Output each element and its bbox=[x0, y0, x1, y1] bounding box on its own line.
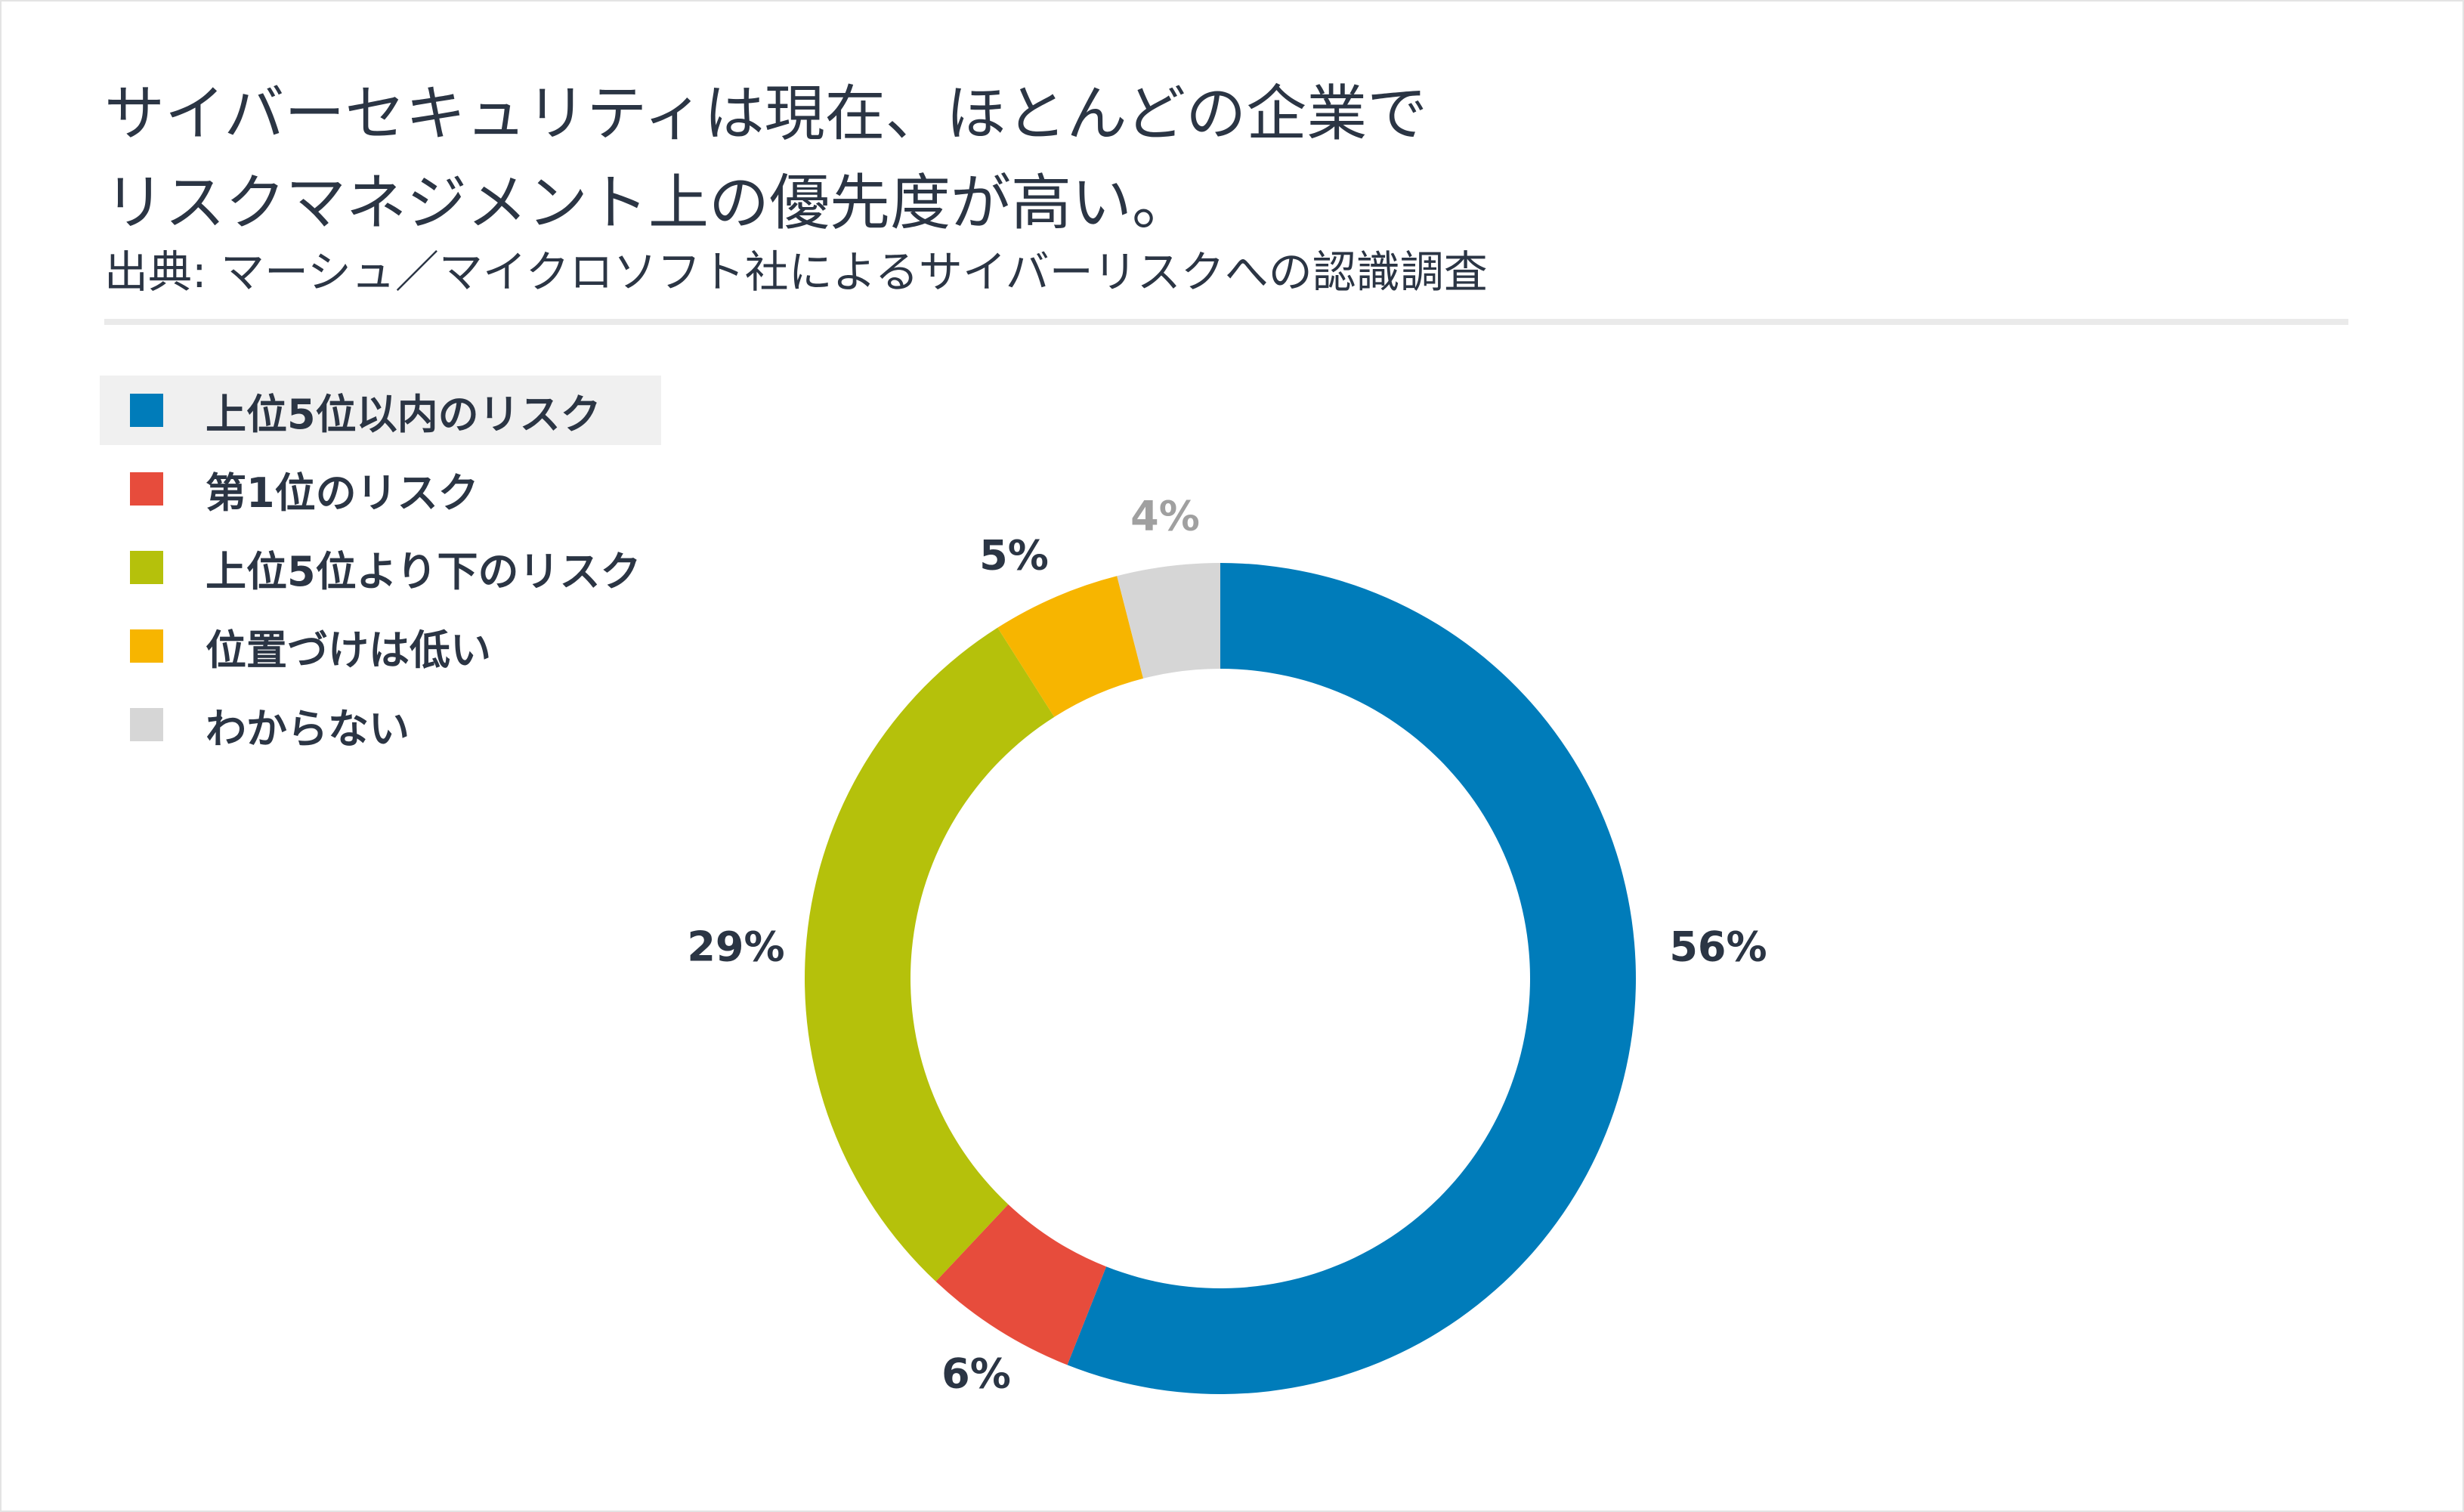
data-label-low: 5% bbox=[979, 532, 1049, 580]
donut-slice-top5[interactable] bbox=[1067, 563, 1636, 1394]
legend-label-top5: 上位5位以内のリスク bbox=[206, 390, 601, 438]
legend-label-first: 第1位のリスク bbox=[206, 468, 479, 517]
legend-swatch-top5 bbox=[130, 394, 163, 427]
donut-slice-low[interactable] bbox=[997, 576, 1144, 717]
data-label-first: 6% bbox=[941, 1350, 1011, 1398]
legend-item-low[interactable]: 位置づけは低い bbox=[100, 611, 661, 681]
donut-slice-unknown[interactable] bbox=[1117, 563, 1220, 679]
chart-title-line-1: サイバーセキュリティは現在、ほとんどの企業で bbox=[104, 79, 1428, 149]
legend: 上位5位以内のリスク 第1位のリスク 上位5位より下のリスク 位置づけは低い わ… bbox=[100, 376, 661, 768]
data-label-unknown: 4% bbox=[1130, 493, 1200, 540]
legend-swatch-first bbox=[130, 472, 163, 506]
legend-item-top5[interactable]: 上位5位以内のリスク bbox=[100, 376, 661, 445]
data-label-top5: 56% bbox=[1669, 923, 1767, 971]
chart-title: サイバーセキュリティは現在、ほとんどの企業で リスクマネジメント上の優先度が高い… bbox=[104, 70, 1842, 248]
chart-source: 出典: マーシュ／マイクロソフト社によるサイバーリスクへの認識調査 bbox=[104, 246, 1488, 298]
legend-label-low: 位置づけは低い bbox=[206, 626, 491, 674]
legend-swatch-low bbox=[130, 629, 163, 663]
legend-swatch-unknown bbox=[130, 708, 163, 741]
chart-title-line-2: リスクマネジメント上の優先度が高い。 bbox=[104, 168, 1192, 238]
legend-swatch-below-top5 bbox=[130, 551, 163, 584]
donut-slice-below-top5[interactable] bbox=[805, 627, 1055, 1282]
donut-slice-first[interactable] bbox=[935, 1204, 1107, 1365]
data-label-below-top5: 29% bbox=[687, 923, 784, 971]
header-divider bbox=[104, 319, 2348, 325]
legend-item-unknown[interactable]: わからない bbox=[100, 690, 661, 759]
legend-label-unknown: わからない bbox=[206, 704, 410, 753]
legend-item-first[interactable]: 第1位のリスク bbox=[100, 454, 661, 524]
legend-item-below-top5[interactable]: 上位5位より下のリスク bbox=[100, 533, 661, 602]
legend-label-below-top5: 上位5位より下のリスク bbox=[206, 547, 642, 595]
